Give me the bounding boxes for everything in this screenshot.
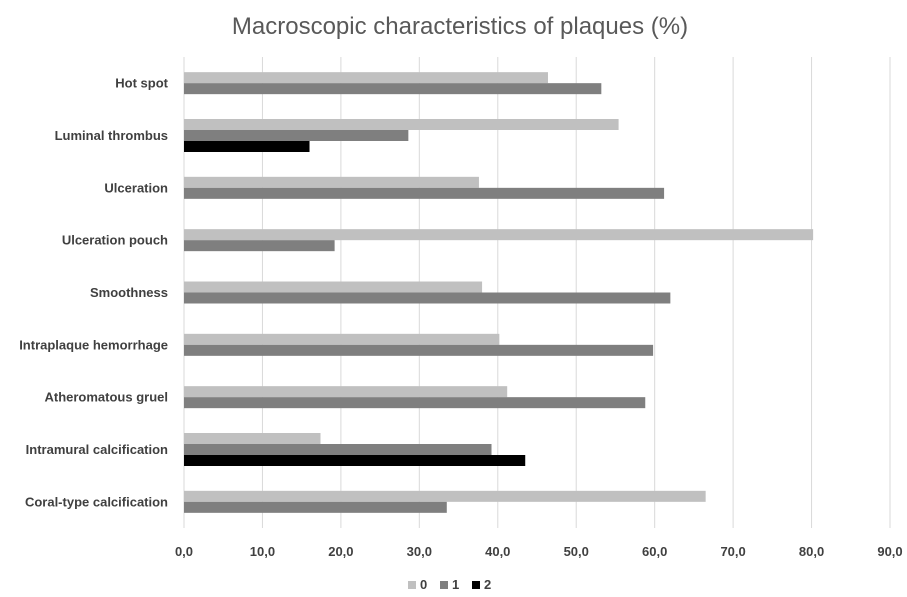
category-label: Intramural calcification	[26, 442, 168, 457]
bar-intramural-calcification-series-0	[184, 433, 321, 444]
legend-label-0: 0	[420, 577, 427, 592]
x-tick-label: 30,0	[407, 544, 432, 559]
legend-swatch-0	[408, 581, 416, 589]
bar-intramural-calcification-series-2	[184, 455, 526, 466]
x-tick-label: 50,0	[564, 544, 589, 559]
x-tick-label: 0,0	[175, 544, 193, 559]
category-label: Coral-type calcification	[25, 494, 168, 509]
bar-hot-spot-series-0	[184, 72, 548, 84]
x-tick-label: 20,0	[328, 544, 353, 559]
bar-atheromatous-gruel-series-1	[184, 397, 646, 409]
bar-ulceration-series-0	[184, 176, 479, 188]
bar-smoothness-series-1	[184, 292, 671, 304]
bar-intraplaque-hemorrhage-series-0	[184, 333, 500, 345]
category-label: Intraplaque hemorrhage	[19, 337, 168, 352]
chart-title: Macroscopic characteristics of plaques (…	[232, 13, 688, 40]
bar-intraplaque-hemorrhage-series-1	[184, 344, 654, 356]
category-label: Smoothness	[90, 285, 168, 300]
category-label: Ulceration pouch	[62, 233, 168, 248]
x-tick-label: 40,0	[485, 544, 510, 559]
x-tick-label: 60,0	[642, 544, 667, 559]
bar-coral-type-calcification-series-1	[184, 501, 447, 513]
legend-swatch-1	[440, 581, 448, 589]
bar-luminal-thrombus-series-2	[184, 141, 310, 152]
legend-label-1: 1	[452, 577, 459, 592]
bar-ulceration-pouch-series-1	[184, 240, 335, 252]
category-labels: Hot spot Luminal thrombus Ulceration Ulcera…	[19, 76, 168, 510]
x-axis-tick-labels: 0,0 10,0 20,0 30,0 40,0 50,0 60,0 70,0 80,0 90,0	[175, 544, 903, 559]
x-tick-label: 80,0	[799, 544, 824, 559]
legend: 0 1 2	[408, 577, 491, 592]
bar-atheromatous-gruel-series-0	[184, 386, 508, 398]
category-label: Luminal thrombus	[55, 128, 168, 143]
bar-luminal-thrombus-series-0	[184, 119, 619, 130]
legend-label-2: 2	[484, 577, 491, 592]
bar-ulceration-series-1	[184, 187, 665, 199]
x-tick-label: 10,0	[250, 544, 275, 559]
category-label: Atheromatous gruel	[44, 390, 168, 405]
bar-coral-type-calcification-series-0	[184, 490, 706, 502]
bar-hot-spot-series-1	[184, 83, 602, 95]
bar-smoothness-series-0	[184, 281, 483, 293]
legend-swatch-2	[472, 581, 480, 589]
bar-ulceration-pouch-series-0	[184, 229, 814, 241]
x-tick-label: 70,0	[720, 544, 745, 559]
bar-intramural-calcification-series-1	[184, 444, 492, 455]
x-tick-label: 90,0	[877, 544, 902, 559]
category-label: Hot spot	[115, 76, 168, 91]
bars	[184, 72, 814, 513]
category-label: Ulceration	[104, 180, 168, 195]
bar-luminal-thrombus-series-1	[184, 130, 409, 141]
